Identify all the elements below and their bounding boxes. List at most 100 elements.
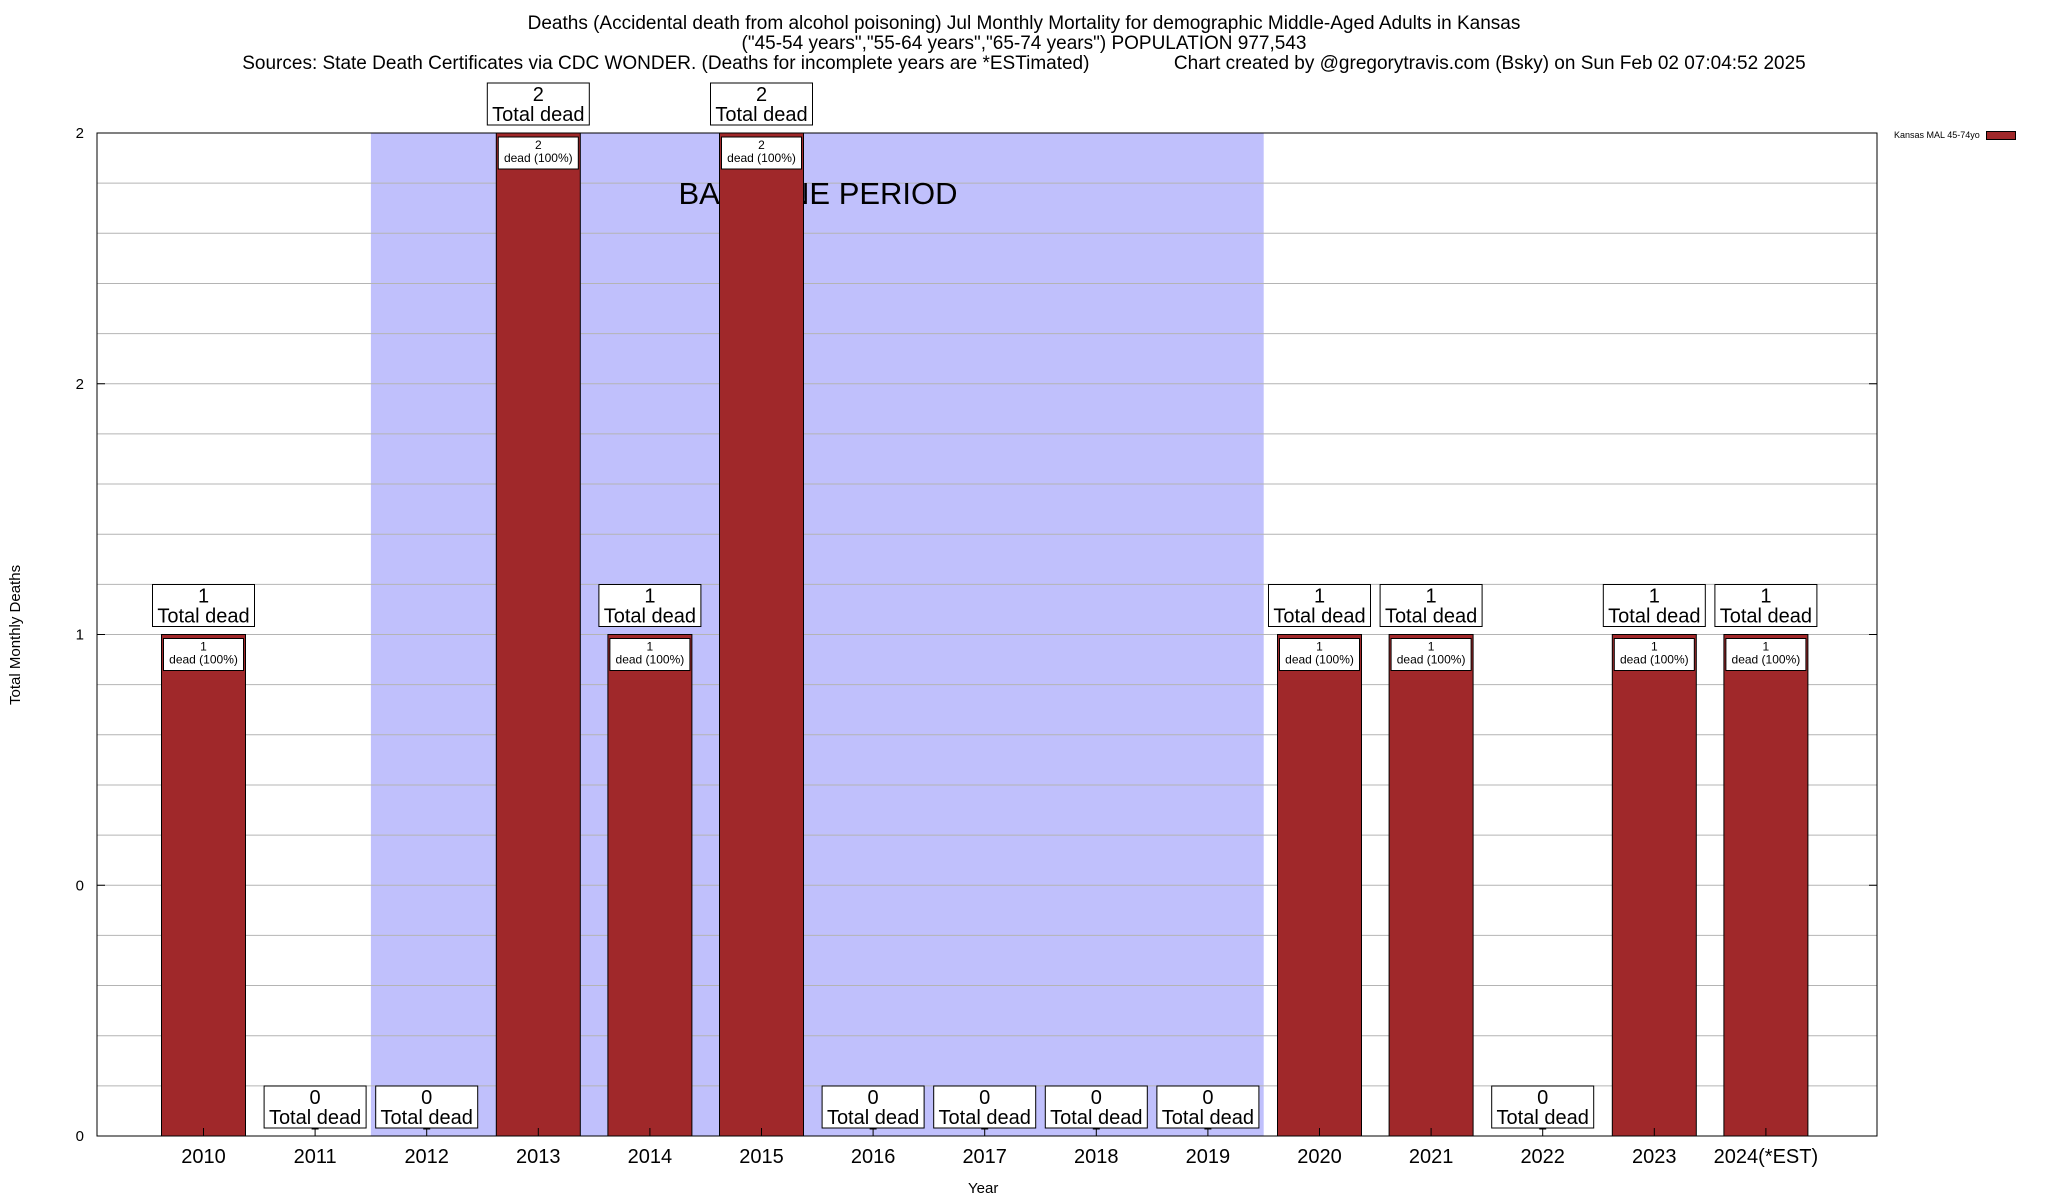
bar xyxy=(1723,634,1809,1137)
total-label: 0 xyxy=(310,1087,321,1109)
total-label-box xyxy=(486,82,590,126)
bar-label: dead (100%) xyxy=(504,151,573,165)
bar-label-box xyxy=(721,136,802,170)
bar-label: dead (100%) xyxy=(1732,653,1801,667)
bar-label: 1 xyxy=(647,640,654,654)
legend-swatch xyxy=(1985,130,2016,140)
total-label: 0 xyxy=(979,1087,990,1109)
total-label: Total dead xyxy=(1162,1107,1254,1129)
bar xyxy=(1611,634,1697,1137)
x-tick-label: 2013 xyxy=(516,1146,561,1168)
bar-label-box xyxy=(1613,638,1695,671)
bar-label: 1 xyxy=(200,640,207,654)
total-label: Total dead xyxy=(1720,606,1812,628)
bar xyxy=(719,132,804,1137)
total-label: Total dead xyxy=(269,1107,361,1129)
total-label: 0 xyxy=(1202,1087,1213,1109)
bar xyxy=(1388,634,1474,1137)
bar xyxy=(607,634,693,1137)
bar-label: dead (100%) xyxy=(1285,653,1354,667)
bar-label-box xyxy=(1390,638,1472,671)
total-label: Total dead xyxy=(1385,606,1477,628)
x-tick-label: 2016 xyxy=(851,1146,896,1168)
total-label: Total dead xyxy=(157,606,249,628)
bar-label: dead (100%) xyxy=(727,151,796,165)
bar-label-box xyxy=(497,136,579,170)
x-tick-label: 2023 xyxy=(1632,1146,1677,1168)
total-label: 2 xyxy=(533,84,544,106)
y-tick-label: 0 xyxy=(76,1128,84,1145)
chart-title-line-1: Deaths (Accidental death from alcohol po… xyxy=(527,13,1521,34)
total-label-box xyxy=(263,1085,367,1129)
total-label-box xyxy=(933,1085,1037,1129)
x-tick-label: 2020 xyxy=(1297,1146,1342,1168)
bar xyxy=(495,132,581,1137)
total-label-box xyxy=(1379,584,1483,627)
bar-label: 1 xyxy=(1651,640,1658,654)
total-label: 1 xyxy=(1426,586,1437,608)
total-label: Total dead xyxy=(1608,606,1700,628)
total-label: 1 xyxy=(1760,586,1771,608)
total-label-box xyxy=(375,1085,479,1129)
y-tick-label: 2 xyxy=(76,125,84,142)
total-label: 1 xyxy=(198,586,209,608)
total-label: 0 xyxy=(1091,1087,1102,1109)
bar-label: dead (100%) xyxy=(1620,653,1689,667)
total-label-box xyxy=(1268,584,1371,627)
bar-label-box xyxy=(163,638,244,671)
x-tick-label: 2010 xyxy=(181,1146,226,1168)
total-label-box xyxy=(1044,1085,1148,1129)
chart-title-line-3: Sources: State Death Certificates via CD… xyxy=(242,53,1806,74)
total-label-box xyxy=(1491,1085,1595,1129)
x-tick-label: 2021 xyxy=(1409,1146,1454,1168)
total-label: Total dead xyxy=(1050,1107,1142,1129)
total-label: Total dead xyxy=(939,1107,1031,1129)
total-label-box xyxy=(821,1085,925,1129)
bar xyxy=(161,634,246,1137)
total-label: 1 xyxy=(644,586,655,608)
bar-label: 1 xyxy=(1316,640,1323,654)
y-tick-label: 2 xyxy=(76,376,84,393)
total-label: 0 xyxy=(868,1087,879,1109)
total-label-box xyxy=(710,82,813,126)
y-axis-label: Total Monthly Deaths xyxy=(7,564,24,705)
x-tick-label: 2015 xyxy=(739,1146,784,1168)
bar-label: 1 xyxy=(1428,640,1435,654)
total-label: Total dead xyxy=(715,104,807,126)
total-label: Total dead xyxy=(381,1107,473,1129)
total-label-box xyxy=(152,584,255,627)
bar-label: dead (100%) xyxy=(1397,653,1466,667)
x-tick-label: 2014 xyxy=(628,1146,673,1168)
legend-label: Kansas MAL 45-74yo xyxy=(1894,130,1980,140)
legend: Kansas MAL 45-74yo xyxy=(1894,130,2016,140)
bar-label: dead (100%) xyxy=(169,653,238,667)
x-tick-label: 2022 xyxy=(1520,1146,1565,1168)
total-label: 1 xyxy=(1649,586,1660,608)
x-tick-label: 2019 xyxy=(1186,1146,1231,1168)
bar-label-box xyxy=(1279,638,1360,671)
y-tick-label: 1 xyxy=(76,627,84,644)
y-tick-label: 0 xyxy=(76,877,84,894)
bar-label: 1 xyxy=(1763,640,1770,654)
total-label: 2 xyxy=(756,84,767,106)
total-label-box xyxy=(598,584,702,627)
x-tick-label: 2018 xyxy=(1074,1146,1119,1168)
bar xyxy=(1277,634,1362,1137)
total-label: Total dead xyxy=(604,606,696,628)
bar-label-box xyxy=(1725,638,1807,671)
total-label-box xyxy=(1156,1085,1260,1129)
total-label: Total dead xyxy=(492,104,584,126)
bar-label: 2 xyxy=(758,138,765,152)
total-label-box xyxy=(1602,584,1706,627)
bar-label: dead (100%) xyxy=(616,653,685,667)
total-label: Total dead xyxy=(1273,606,1365,628)
x-tick-label: 2012 xyxy=(404,1146,449,1168)
x-axis-label: Year xyxy=(968,1180,999,1197)
total-label: Total dead xyxy=(1497,1107,1589,1129)
x-tick-label: 2024(*EST) xyxy=(1714,1146,1819,1168)
total-label: 1 xyxy=(1314,586,1325,608)
total-label: 0 xyxy=(421,1087,432,1109)
chart-title-line-2: ("45-54 years","55-64 years","65-74 year… xyxy=(741,33,1307,54)
x-tick-label: 2011 xyxy=(294,1146,337,1168)
